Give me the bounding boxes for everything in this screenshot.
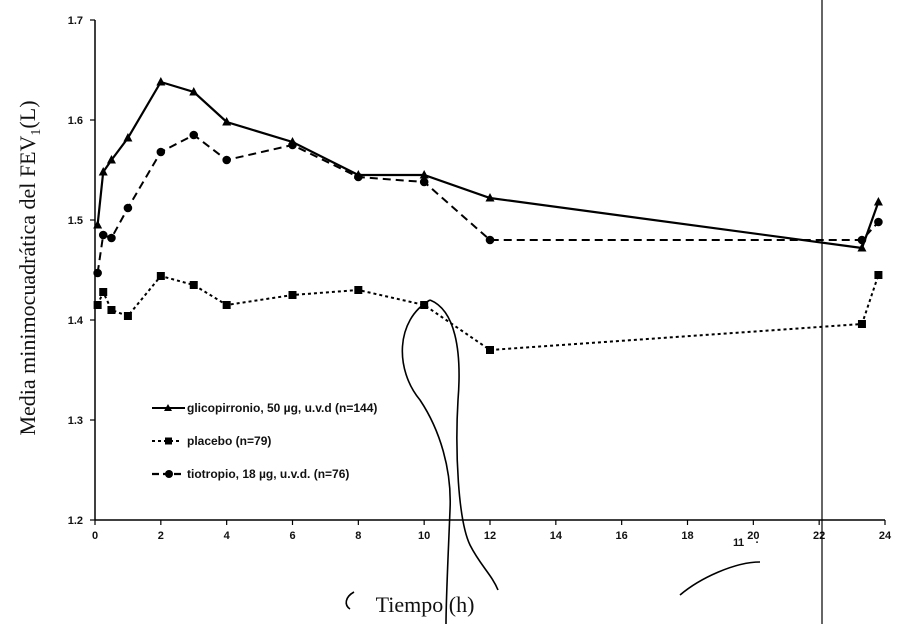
data-point-square (486, 346, 494, 354)
data-point-square (93, 301, 102, 309)
x-tick-label: 10 (418, 530, 430, 542)
data-point-triangle (857, 243, 867, 252)
data-point-square (874, 271, 883, 279)
data-point-square (99, 288, 108, 296)
legend-label-glicopirronio: glicopirronio, 50 µg, u.v.d (n=144) (187, 401, 377, 415)
data-point-triangle (873, 197, 883, 206)
legend-item-tiotropio: tiotropio, 18 µg, u.v.d. (n=76) (152, 467, 349, 481)
y-tick-label: 1.7 (68, 15, 83, 27)
y-tick-label: 1.2 (68, 515, 83, 527)
y-tick-label: 1.6 (68, 115, 83, 127)
data-point-square (123, 312, 132, 320)
data-point-circle (156, 147, 166, 157)
handwritten-stroke (401, 299, 452, 624)
data-point-square (156, 272, 165, 280)
y-axis-title-subscript: 1 (29, 129, 44, 136)
legend: glicopirronio, 50 µg, u.v.d (n=144) plac… (152, 401, 377, 481)
data-point-circle (419, 177, 429, 187)
data-point-circle (93, 268, 102, 278)
series-lines (96, 80, 880, 352)
y-axis-title-text: Media minimocuadrática del FEV (15, 135, 40, 435)
data-point-circle (98, 230, 108, 240)
data-point-triangle (156, 77, 166, 86)
x-tick-label: 0 (92, 530, 98, 542)
handwritten-stroke (429, 299, 499, 591)
annotation-text: 1 (738, 537, 744, 549)
data-point-square (420, 301, 429, 309)
data-point-triangle (123, 133, 133, 142)
legend-marker-circle (165, 470, 173, 478)
data-point-triangle (93, 220, 103, 229)
data-point-circle (485, 235, 495, 245)
data-point-circle (354, 172, 363, 182)
series-markers (93, 77, 883, 354)
data-point-circle (222, 155, 231, 165)
x-tick-label: 16 (616, 530, 628, 542)
y-axis-title: Media minimocuadrática del FEV1(L) (15, 100, 44, 435)
x-tick-label: 22 (813, 530, 825, 542)
y-tick-labels: 1.2 1.3 1.4 1.5 1.6 1.7 (68, 15, 84, 527)
data-point-square (857, 320, 866, 328)
x-tick-label: 20 (747, 530, 759, 542)
data-point-triangle (98, 167, 108, 176)
axes (90, 19, 886, 525)
x-tick-label: 12 (484, 530, 496, 542)
data-point-circle (857, 235, 867, 245)
data-point-square (107, 306, 116, 314)
x-tick-label: 8 (355, 530, 361, 542)
data-point-circle (288, 140, 297, 150)
data-point-triangle (419, 170, 429, 179)
data-point-circle (123, 203, 133, 213)
data-point-triangle (106, 155, 116, 164)
legend-label-tiotropio: tiotropio, 18 µg, u.v.d. (n=76) (187, 467, 349, 481)
legend-label-placebo: placebo (n=79) (187, 434, 271, 448)
x-tick-label: 18 (681, 530, 693, 542)
y-tick-label: 1.3 (68, 415, 83, 427)
legend-item-glicopirronio: glicopirronio, 50 µg, u.v.d (n=144) (152, 401, 377, 415)
annotation-text: 1 (733, 537, 739, 549)
handwritten-stroke (345, 591, 355, 610)
data-point-square (222, 301, 231, 309)
x-tick-label: 4 (224, 530, 231, 542)
x-tick-labels: 0 2 4 6 8 10 12 14 16 18 20 22 24 (92, 530, 892, 542)
data-point-square (288, 291, 297, 299)
data-point-circle (107, 233, 116, 243)
x-tick-label: 14 (550, 530, 563, 542)
legend-marker-square (165, 437, 172, 445)
data-point-square (354, 286, 363, 294)
data-point-triangle (222, 117, 232, 126)
series-line-1 (96, 274, 880, 352)
series-line-0 (96, 80, 880, 250)
x-axis-title: Tiempo (h) (376, 592, 475, 617)
data-point-triangle (485, 193, 495, 202)
handwritten-stroke (679, 561, 761, 596)
data-point-triangle (189, 87, 199, 96)
x-tick-label: 6 (289, 530, 295, 542)
y-axis-title-unit: (L) (15, 100, 40, 128)
x-tick-label: 2 (158, 530, 164, 542)
y-tick-label: 1.5 (68, 215, 83, 227)
series-line-2 (96, 133, 880, 274)
data-point-circle (874, 217, 883, 227)
data-point-circle (189, 130, 199, 140)
legend-marker-triangle (164, 404, 172, 411)
x-tick-label: 24 (879, 530, 892, 542)
legend-item-placebo: placebo (n=79) (152, 434, 271, 448)
data-point-square (189, 281, 198, 289)
y-tick-label: 1.4 (68, 315, 84, 327)
annotation-text: . (755, 534, 758, 546)
